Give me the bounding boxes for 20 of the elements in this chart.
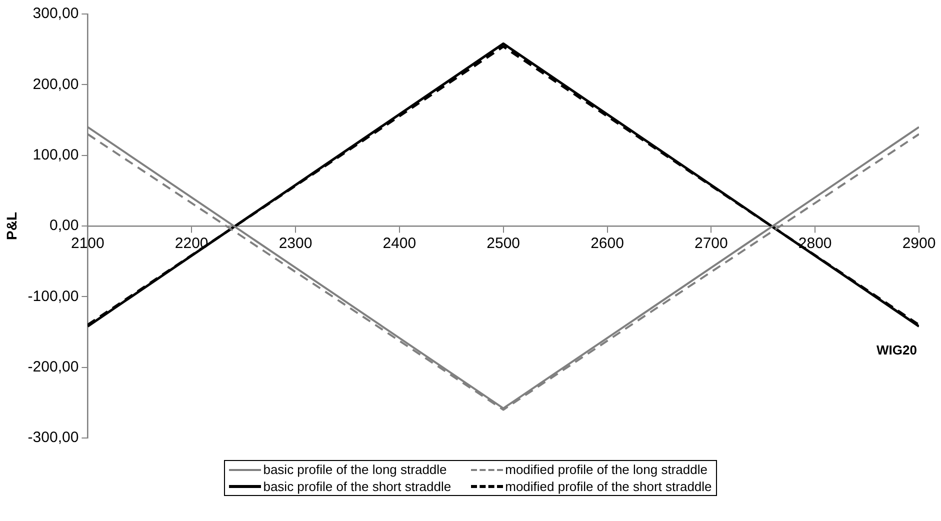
- y-tick-label: -200,00: [28, 358, 79, 376]
- y-tick-label: 0,00: [49, 217, 79, 234]
- y-tick-label: 200,00: [32, 76, 79, 93]
- legend-label: basic profile of the long straddle: [263, 462, 447, 477]
- x-tick-label: 2600: [590, 235, 624, 252]
- x-tick-label: 2700: [694, 235, 728, 252]
- x-tick-label: 2300: [278, 235, 312, 252]
- y-tick-label: -100,00: [28, 288, 79, 305]
- y-tick-label: 300,00: [32, 5, 79, 22]
- y-tick-label: -300,00: [28, 429, 79, 446]
- y-axis-title: P&L: [3, 212, 20, 240]
- legend-label: modified profile of the short straddle: [505, 479, 712, 494]
- legend-label: basic profile of the short straddle: [263, 479, 452, 494]
- y-tick-label: 100,00: [32, 146, 79, 164]
- x-tick-label: 2400: [382, 235, 416, 252]
- x-tick-label: 2900: [902, 235, 936, 252]
- x-tick-label: 2500: [486, 235, 520, 252]
- x-tick-label: 2100: [70, 235, 104, 252]
- legend-label: modified profile of the long straddle: [505, 462, 708, 477]
- x-axis-title: WIG20: [876, 342, 917, 358]
